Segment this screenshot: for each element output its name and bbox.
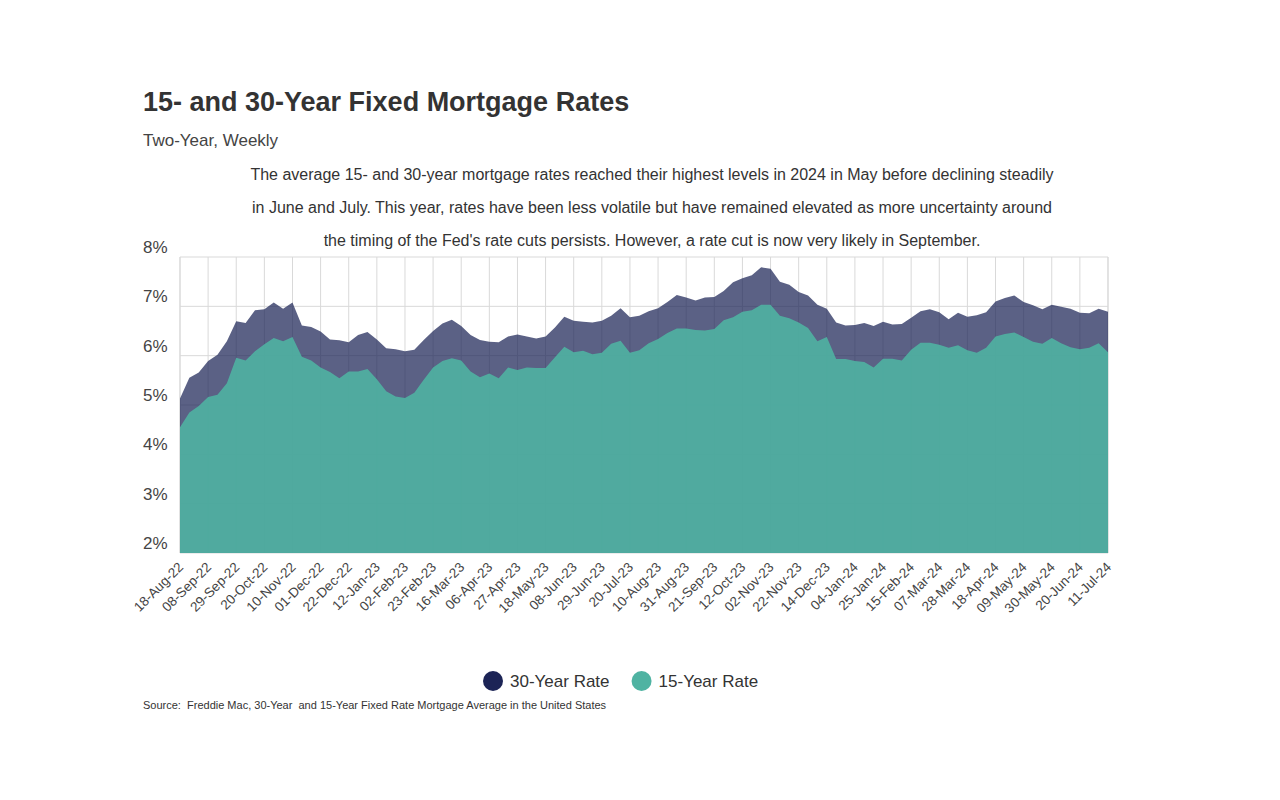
y-grid-line	[180, 306, 1108, 307]
annotation: the timing of the Fed's rate cuts persis…	[324, 232, 981, 249]
area	[180, 305, 1108, 553]
area	[180, 267, 1108, 553]
legend-marker	[632, 671, 652, 691]
subtitle: Two-Year, Weekly	[143, 131, 279, 150]
y-tick-label: 6%	[143, 337, 168, 356]
x-tick-label: 11-Jul-24	[1064, 559, 1114, 609]
legend-marker	[483, 671, 503, 691]
annotation: in June and July. This year, rates have …	[252, 199, 1052, 216]
y-tick-label: 8%	[143, 238, 168, 257]
source: Source: Freddie Mac, 30-Year and 15-Year…	[143, 699, 607, 711]
legend-label: 15-Year Rate	[659, 672, 759, 691]
y-tick-label: 3%	[143, 485, 168, 504]
legend-label: 30-Year Rate	[510, 672, 610, 691]
y-tick-label: 2%	[143, 534, 168, 553]
y-tick-label: 7%	[143, 287, 168, 306]
y-grid-line	[180, 257, 1108, 258]
annotation: The average 15- and 30-year mortgage rat…	[250, 166, 1053, 183]
grid	[180, 257, 1108, 553]
chart: 15- and 30-Year Fixed Mortgage Rates Two-…	[0, 0, 1280, 800]
title: 15- and 30-Year Fixed Mortgage Rates	[143, 87, 629, 117]
y-tick-label: 4%	[143, 435, 168, 454]
legend: 30-Year Rate 15-Year Rate	[483, 671, 758, 691]
y-tick-label: 5%	[143, 386, 168, 405]
areas	[180, 267, 1108, 553]
